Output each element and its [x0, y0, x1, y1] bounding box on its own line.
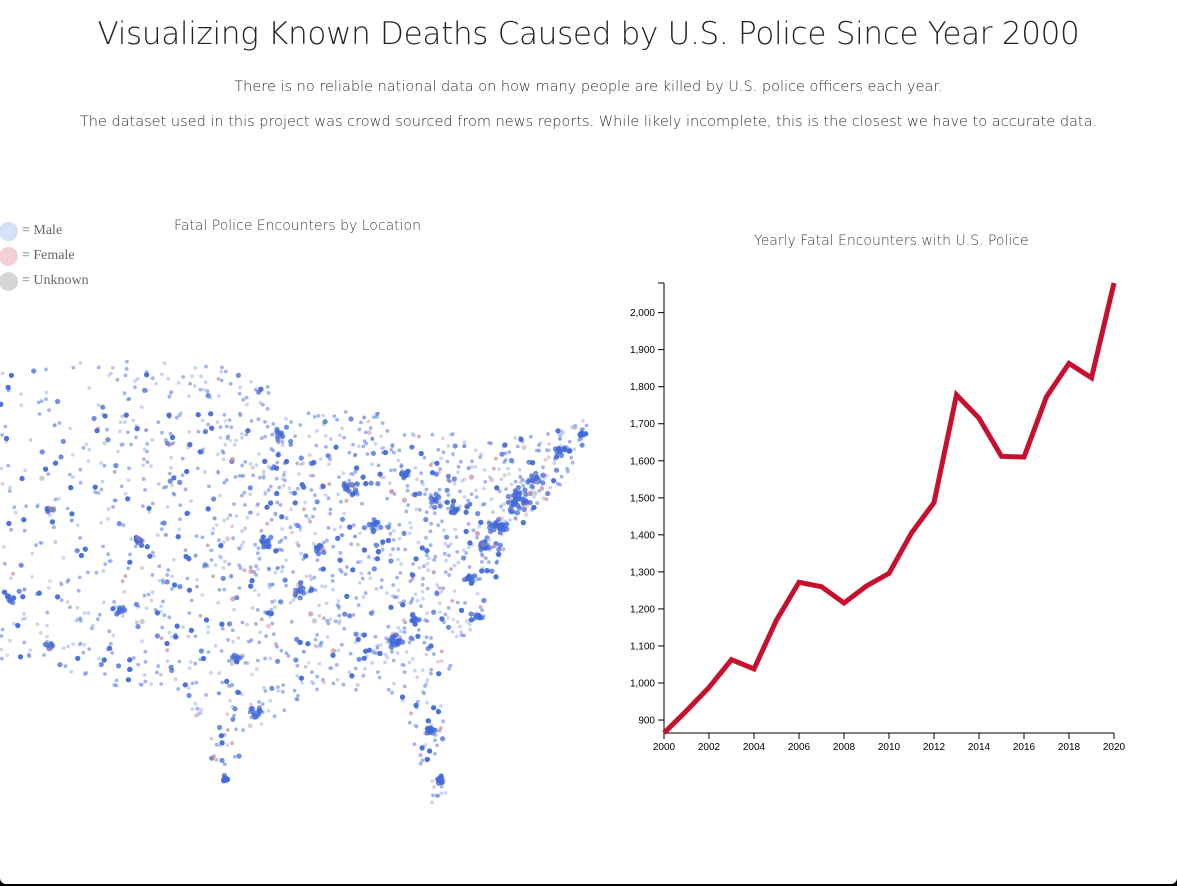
x-tick-label: 2002: [698, 742, 721, 753]
x-tick-label: 2016: [1013, 742, 1036, 753]
y-tick-label: 2,000: [630, 308, 655, 319]
x-tick-label: 2018: [1058, 742, 1081, 753]
legend-unknown-label: = Unknown: [22, 273, 89, 288]
series-line: [662, 282, 1117, 735]
legend-male-label: = Male: [22, 223, 63, 238]
legend-item-female: = Female: [0, 246, 75, 266]
legend-item-male: = Male: [0, 221, 62, 241]
map-title: Fatal Police Encounters by Location: [174, 218, 421, 234]
page-subtitle-2: The dataset used in this project was cro…: [79, 114, 1098, 130]
legend-male-swatch: [0, 221, 18, 241]
legend-unknown-swatch: [0, 271, 18, 291]
y-tick-label: 1,000: [630, 679, 655, 690]
legend-item-unknown: = Unknown: [0, 271, 89, 291]
y-tick-label: 1,400: [630, 530, 655, 541]
line-chart-title: Yearly Fatal Encounters with U.S. Police: [754, 233, 1029, 249]
legend-female-label: = Female: [22, 248, 75, 263]
x-tick-label: 2014: [968, 742, 991, 753]
x-tick-label: 2000: [653, 742, 676, 753]
page-title: Visualizing Known Deaths Caused by U.S. …: [97, 16, 1080, 52]
y-tick-label: 1,600: [630, 456, 655, 467]
yearly-line-chart: 900 1,000 1,100 1,200 1,300 1,400 1,500 1,600 1,…: [630, 282, 1126, 753]
x-tick-label: 2020: [1103, 742, 1126, 753]
y-tick-label: 900: [638, 716, 655, 727]
y-tick-label: 1,100: [630, 641, 655, 652]
us-dot-map: [0, 359, 589, 805]
y-tick-label: 1,700: [630, 419, 655, 430]
x-tick-label: 2004: [743, 742, 766, 753]
y-tick-label: 1,900: [630, 345, 655, 356]
y-tick-label: 1,300: [630, 567, 655, 578]
y-tick-label: 1,200: [630, 604, 655, 615]
y-tick-label: 1,800: [630, 382, 655, 393]
page-subtitle-1: There is no reliable national data on ho…: [234, 79, 943, 95]
x-tick-label: 2006: [788, 742, 811, 753]
x-tick-label: 2010: [878, 742, 901, 753]
map-dots: [0, 359, 589, 805]
y-tick-label: 1,500: [630, 493, 655, 504]
legend-female-swatch: [0, 246, 18, 266]
x-tick-label: 2008: [833, 742, 856, 753]
x-tick-label: 2012: [923, 742, 946, 753]
